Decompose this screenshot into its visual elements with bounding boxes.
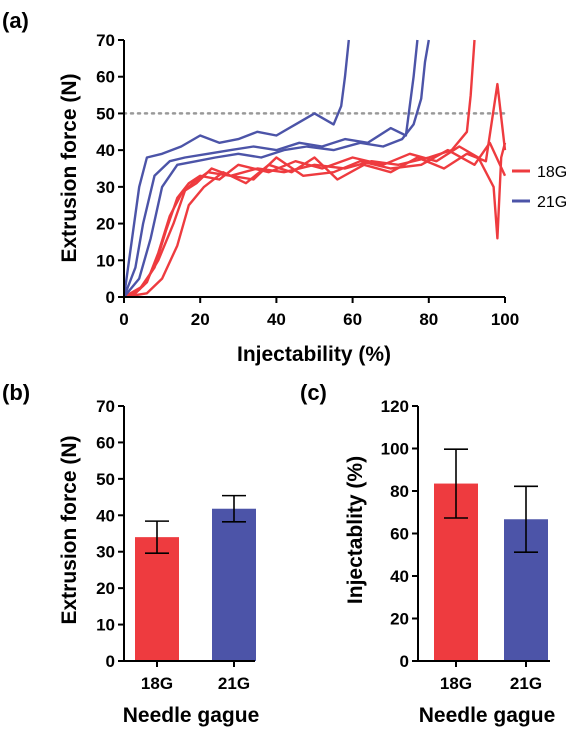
y-tick-label: 60: [96, 433, 115, 452]
x-tick-label: 60: [343, 310, 362, 329]
error-bar-21G: [514, 485, 538, 554]
panel-b: (b) 0 10 20 30 40 50 60 70 18G 21G Extrusion for…: [2, 380, 259, 727]
x-axis-title: Needle gague: [419, 704, 556, 727]
panel-c-label: (c): [300, 380, 327, 405]
line-plot-area: [122, 39, 507, 299]
y-tick-label: 80: [390, 482, 409, 501]
y-tick-label: 0: [400, 652, 409, 671]
y-tick-label: 10: [96, 616, 115, 635]
y-tick-label: 70: [96, 397, 115, 416]
y-axis-title: Extrusion force (N): [58, 73, 81, 262]
series-line-18G-4: [123, 82, 507, 299]
x-tick-label: 20: [191, 310, 210, 329]
series-line-21G-3: [123, 39, 430, 298]
y-tick-label: 120: [381, 397, 409, 416]
x-tick-label: 100: [491, 310, 519, 329]
x-tick-label: 18G: [440, 674, 472, 693]
error-bar-18G: [444, 448, 468, 519]
y-tick-label: 40: [96, 506, 115, 525]
bar-18G: [135, 537, 179, 661]
y-tick-label: 20: [390, 610, 409, 629]
bars: [135, 494, 256, 661]
x-tick-label: 18G: [141, 674, 173, 693]
y-tick-labels: 0 10 20 30 40 50 60 70: [96, 31, 124, 307]
y-tick-label: 30: [96, 178, 115, 197]
x-tick-label: 40: [267, 310, 286, 329]
y-tick-labels: 0 20 40 60 80 100 120: [381, 397, 418, 671]
panel-c: (c) 0 20 40 60 80 100 120 18G 21G Injectablity …: [300, 380, 555, 727]
error-bar-18G: [145, 520, 169, 554]
x-tick-label: 21G: [218, 674, 250, 693]
legend-label-18G: 18G: [537, 164, 567, 181]
y-tick-label: 20: [96, 215, 115, 234]
y-tick-label: 10: [96, 251, 115, 270]
panel-a-label: (a): [2, 8, 29, 33]
panel-a: (a) 0 10 20 30 40 50 60 70 0 20 40 60 80 100 Extrusi…: [2, 8, 567, 366]
series-line-18G-3: [123, 141, 507, 299]
y-tick-label: 50: [96, 470, 115, 489]
y-tick-label: 70: [96, 31, 115, 50]
y-tick-label: 60: [390, 525, 409, 544]
x-tick-labels: 18G 21G: [440, 661, 542, 693]
y-tick-label: 40: [390, 567, 409, 586]
y-tick-label: 20: [96, 579, 115, 598]
y-tick-label: 40: [96, 141, 115, 160]
series-lines: [122, 39, 507, 299]
series-line-21G-1: [122, 39, 350, 298]
x-axis-title: Needle gague: [123, 704, 260, 727]
x-tick-label: 21G: [510, 674, 542, 693]
x-tick-labels: 0 20 40 60 80 100: [119, 297, 519, 329]
y-axis-title: Extrusion force (N): [58, 435, 81, 624]
bars: [434, 448, 548, 661]
error-bar-21G: [222, 494, 246, 523]
series-line-21G-2: [122, 39, 419, 298]
y-tick-label: 0: [106, 288, 115, 307]
y-tick-label: 50: [96, 104, 115, 123]
legend: 18G 21G: [512, 164, 567, 211]
y-axis-title: Injectablity (%): [344, 456, 367, 604]
y-tick-label: 30: [96, 543, 115, 562]
y-tick-label: 0: [106, 652, 115, 671]
x-axis-title: Injectability (%): [237, 343, 391, 366]
x-tick-labels: 18G 21G: [141, 661, 250, 693]
series-line-18G-2: [123, 142, 507, 299]
y-tick-labels: 0 10 20 30 40 50 60 70: [96, 397, 124, 671]
x-tick-label: 80: [419, 310, 438, 329]
panel-b-label: (b): [2, 380, 30, 405]
bar-21G: [212, 508, 256, 661]
y-tick-label: 100: [381, 440, 409, 459]
legend-label-21G: 21G: [537, 194, 567, 211]
y-tick-label: 60: [96, 68, 115, 87]
x-tick-label: 0: [119, 310, 128, 329]
